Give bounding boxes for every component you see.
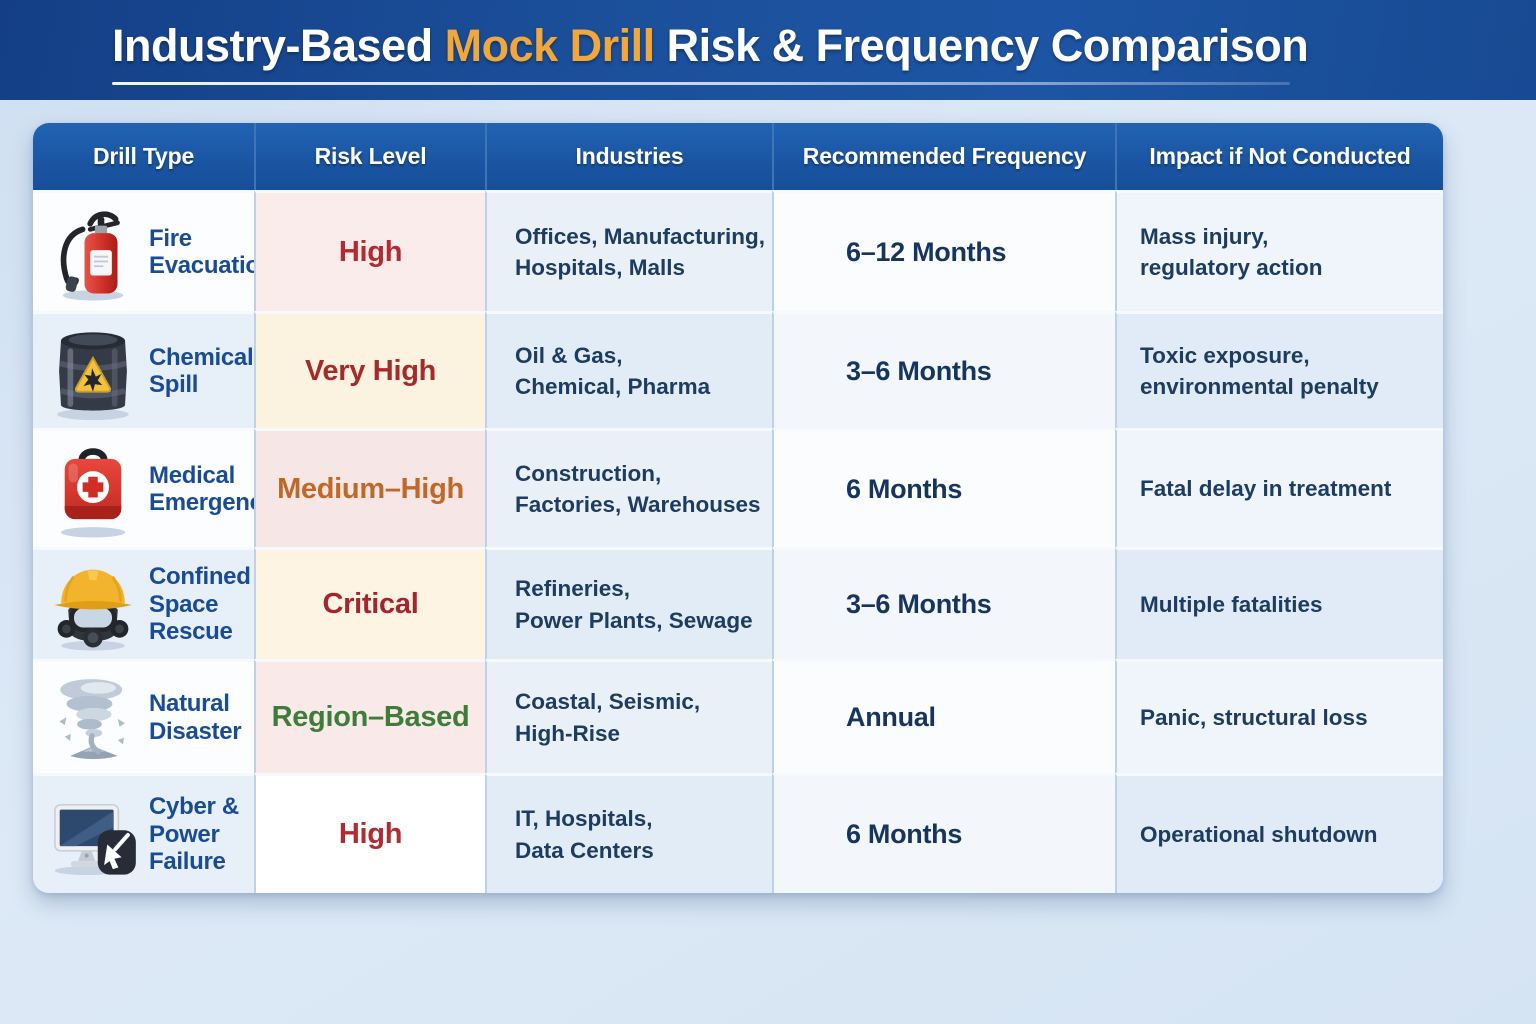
- chemical-barrel-icon: [57, 332, 129, 420]
- drill-name: Fire Evacuation: [149, 224, 254, 279]
- drill-name: Medical Emergency: [149, 461, 254, 516]
- industries-text: Oil & Gas, Chemical, Pharma: [515, 342, 711, 399]
- frequency-text: 3–6 Months: [846, 355, 992, 386]
- frequency-cell: 3–6 Months: [772, 547, 1115, 659]
- frequency-text: 3–6 Months: [846, 589, 992, 619]
- drill-name: Cyber & Power Failure: [149, 793, 239, 876]
- drill-name: Natural Disaster: [149, 690, 242, 745]
- risk-level-cell: High: [254, 190, 485, 311]
- frequency-cell: 3–6 Months: [772, 311, 1115, 428]
- impact-text: Toxic exposure, environmental penalty: [1140, 342, 1379, 399]
- column-header-frequency: Recommended Frequency: [772, 123, 1115, 190]
- impact-text: Panic, structural loss: [1140, 704, 1368, 730]
- risk-label: Region–Based: [271, 701, 470, 733]
- frequency-text: 6 Months: [846, 819, 963, 849]
- impact-cell: Panic, structural loss: [1115, 659, 1443, 773]
- risk-label: Very High: [304, 354, 437, 387]
- frequency-cell: 6 Months: [772, 773, 1115, 893]
- column-header-risk-level: Risk Level: [254, 123, 485, 190]
- impact-text: Multiple fatalities: [1140, 591, 1323, 617]
- drill-name: Chemical Spill: [149, 343, 254, 398]
- drill-type-cell: Chemical Spill: [33, 311, 254, 428]
- page-title: Industry-Based Mock Drill Risk & Frequen…: [112, 14, 1309, 78]
- risk-level-cell: High: [254, 773, 485, 893]
- drill-type-cell: Confined Space Rescue: [33, 547, 254, 659]
- industries-text: Coastal, Seismic, High-Rise: [515, 689, 701, 746]
- impact-text: Fatal delay in treatment: [1140, 476, 1392, 502]
- industries-text: IT, Hospitals, Data Centers: [515, 806, 654, 863]
- frequency-cell: 6–12 Months: [772, 190, 1115, 311]
- header-banner: Industry-Based Mock Drill Risk & Frequen…: [0, 0, 1536, 100]
- drill-name: Confined Space Rescue: [149, 563, 251, 646]
- risk-level-cell: Region–Based: [254, 659, 485, 773]
- industries-cell: Coastal, Seismic, High-Rise: [485, 659, 772, 773]
- frequency-text: 6–12 Months: [846, 236, 1007, 267]
- risk-level-cell: Very High: [254, 311, 485, 428]
- column-header-industries: Industries: [485, 123, 772, 190]
- risk-label: Medium–High: [277, 472, 464, 505]
- drill-type-cell: Medical Emergency: [33, 428, 254, 547]
- industries-cell: Offices, Manufacturing, Hospitals, Malls: [485, 190, 772, 311]
- column-header-drill-type: Drill Type: [33, 123, 254, 190]
- risk-label: Critical: [322, 588, 419, 620]
- impact-cell: Multiple fatalities: [1115, 547, 1443, 659]
- risk-label: High: [338, 235, 403, 268]
- impact-text: Mass injury, regulatory action: [1140, 223, 1323, 280]
- column-header-impact: Impact if Not Conducted: [1115, 123, 1443, 190]
- impact-cell: Toxic exposure, environmental penalty: [1115, 311, 1443, 428]
- gas-mask-helmet-icon: [54, 569, 132, 651]
- frequency-cell: Annual: [772, 659, 1115, 773]
- industries-cell: Oil & Gas, Chemical, Pharma: [485, 311, 772, 428]
- risk-level-cell: Medium–High: [254, 428, 485, 547]
- impact-cell: Fatal delay in treatment: [1115, 428, 1443, 547]
- first-aid-kit-icon: [60, 448, 126, 538]
- industries-text: Construction, Factories, Warehouses: [515, 460, 761, 517]
- comparison-table: Drill Type Risk Level Industries Recomme…: [33, 123, 1443, 893]
- title-underline: [112, 82, 1290, 85]
- industries-cell: IT, Hospitals, Data Centers: [485, 773, 772, 893]
- drill-type-cell: Natural Disaster: [33, 659, 254, 773]
- industries-text: Offices, Manufacturing, Hospitals, Malls: [515, 223, 766, 280]
- impact-cell: Mass injury, regulatory action: [1115, 190, 1443, 311]
- computer-failure-icon: [54, 803, 136, 875]
- industries-text: Refineries, Power Plants, Sewage: [515, 576, 753, 633]
- impact-cell: Operational shutdown: [1115, 773, 1443, 893]
- title-highlight: Mock Drill: [444, 20, 656, 71]
- frequency-text: Annual: [846, 702, 936, 732]
- impact-text: Operational shutdown: [1140, 821, 1378, 847]
- risk-level-cell: Critical: [254, 547, 485, 659]
- frequency-cell: 6 Months: [772, 428, 1115, 547]
- drill-type-cell: Fire Evacuation: [33, 190, 254, 311]
- industries-cell: Construction, Factories, Warehouses: [485, 428, 772, 547]
- fire-extinguisher-icon: [60, 211, 124, 301]
- frequency-text: 6 Months: [846, 473, 963, 504]
- drill-type-cell: Cyber & Power Failure: [33, 773, 254, 893]
- title-text-suffix: Risk & Frequency Comparison: [654, 20, 1309, 71]
- industries-cell: Refineries, Power Plants, Sewage: [485, 547, 772, 659]
- tornado-icon: [59, 678, 125, 759]
- title-text-prefix: Industry-Based: [112, 20, 445, 71]
- risk-label: High: [338, 818, 403, 850]
